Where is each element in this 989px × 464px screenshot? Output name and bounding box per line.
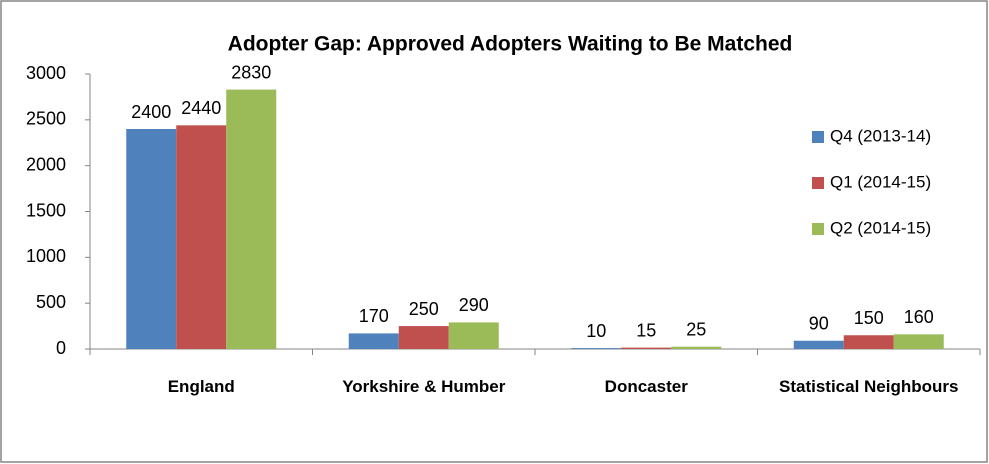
- y-tick-label: 500: [36, 292, 66, 312]
- data-label: 10: [586, 321, 606, 341]
- y-tick-label: 1000: [26, 246, 66, 266]
- bar: [126, 129, 177, 349]
- chart-title: Adopter Gap: Approved Adopters Waiting t…: [228, 33, 793, 56]
- bar: [621, 347, 672, 349]
- bar: [348, 333, 399, 349]
- y-tick-label: 2000: [26, 154, 66, 174]
- legend-swatch: [812, 223, 824, 235]
- bar: [793, 340, 844, 349]
- y-tick-label: 1500: [26, 200, 66, 220]
- y-tick-label: 0: [56, 338, 66, 358]
- bar: [398, 326, 449, 349]
- legend-label: Q2 (2014-15): [830, 218, 931, 237]
- legend-swatch: [812, 177, 824, 189]
- legend-label: Q1 (2014-15): [830, 172, 931, 191]
- x-tick-label: Doncaster: [604, 377, 688, 396]
- data-label: 250: [409, 299, 439, 319]
- bar: [843, 335, 894, 349]
- legend-label: Q4 (2013-14): [830, 126, 931, 145]
- data-label: 15: [636, 320, 656, 340]
- x-tick-label: Statistical Neighbours: [779, 377, 959, 396]
- bar: [226, 89, 277, 349]
- x-tick-label: Yorkshire & Humber: [342, 377, 506, 396]
- bar: [571, 348, 622, 349]
- data-label: 150: [854, 308, 884, 328]
- bar: [671, 346, 722, 349]
- data-label: 160: [904, 307, 934, 327]
- bar: [893, 334, 944, 349]
- y-tick-label: 3000: [26, 63, 66, 83]
- data-label: 290: [459, 295, 489, 315]
- data-label: 170: [359, 306, 389, 326]
- data-label: 90: [809, 314, 829, 334]
- data-label: 25: [686, 319, 706, 339]
- legend-swatch: [812, 131, 824, 143]
- bar: [448, 322, 499, 349]
- data-label: 2440: [181, 98, 221, 118]
- x-tick-label: England: [167, 377, 235, 396]
- bar: [176, 125, 227, 349]
- data-label: 2830: [231, 62, 271, 82]
- data-label: 2400: [131, 102, 171, 122]
- y-tick-label: 2500: [26, 109, 66, 129]
